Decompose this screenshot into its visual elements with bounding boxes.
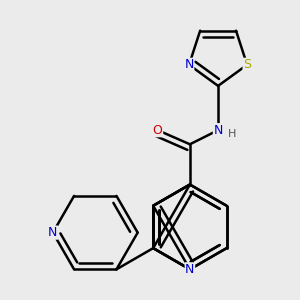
Text: N: N — [48, 226, 58, 239]
Text: S: S — [243, 58, 251, 71]
Text: N: N — [185, 263, 195, 276]
Text: N: N — [213, 124, 223, 137]
Text: H: H — [228, 129, 236, 139]
Text: O: O — [153, 124, 163, 137]
Text: N: N — [184, 58, 194, 71]
